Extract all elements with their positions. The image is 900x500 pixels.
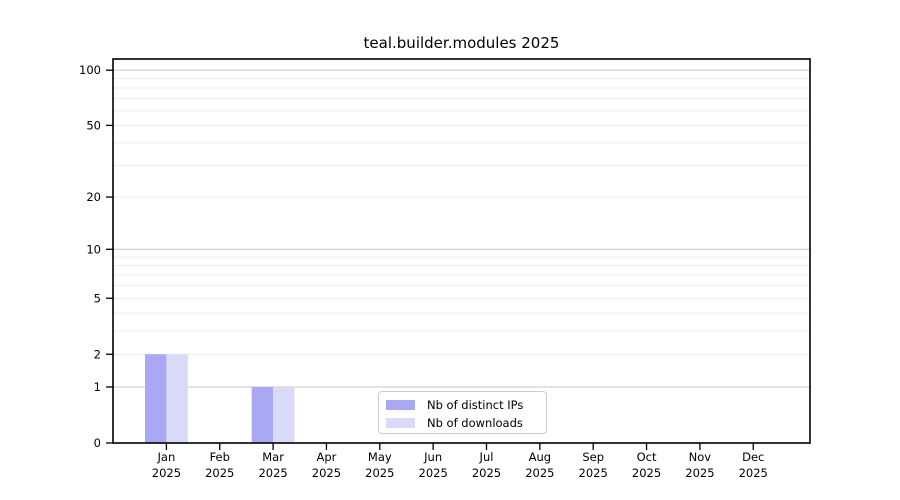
x-tick-label: Feb 2025 [205,450,234,480]
y-tick-label: 100 [79,63,101,77]
bar-distinct-ips-jan [145,354,167,443]
legend-box: Nb of distinct IPs Nb of downloads [378,391,547,434]
legend-label-distinct-ips: Nb of distinct IPs [427,398,524,412]
legend-swatch-downloads [386,417,415,429]
x-tick-label: Dec 2025 [739,450,768,480]
y-tick-label: 0 [94,436,101,450]
bar-downloads-jan [166,354,188,443]
bar-downloads-mar [273,387,295,443]
x-tick-label: Nov 2025 [685,450,714,480]
x-tick-label: Jul 2025 [472,450,501,480]
y-tick-label: 2 [94,347,101,361]
legend-item-distinct-ips: Nb of distinct IPs [386,396,546,414]
y-tick-label: 10 [86,242,101,256]
legend-swatch-distinct-ips [386,399,415,411]
x-tick-label: Mar 2025 [258,450,287,480]
plot-border [112,58,811,444]
legend-label-downloads: Nb of downloads [427,416,523,430]
x-tick-label: Jun 2025 [419,450,448,480]
y-tick-label: 1 [94,380,101,394]
x-tick-label: Jan 2025 [152,450,181,480]
chart-title: teal.builder.modules 2025 [363,34,560,52]
x-tick-label: Sep 2025 [579,450,608,480]
y-tick-label: 5 [94,291,101,305]
x-tick-label: Aug 2025 [525,450,554,480]
legend-item-downloads: Nb of downloads [386,414,546,432]
x-tick-label: Oct 2025 [632,450,661,480]
y-tick-label: 20 [86,190,101,204]
bar-distinct-ips-mar [251,387,274,443]
x-tick-label: May 2025 [365,450,394,480]
y-tick-label: 50 [86,118,101,132]
x-tick-label: Apr 2025 [312,450,341,480]
